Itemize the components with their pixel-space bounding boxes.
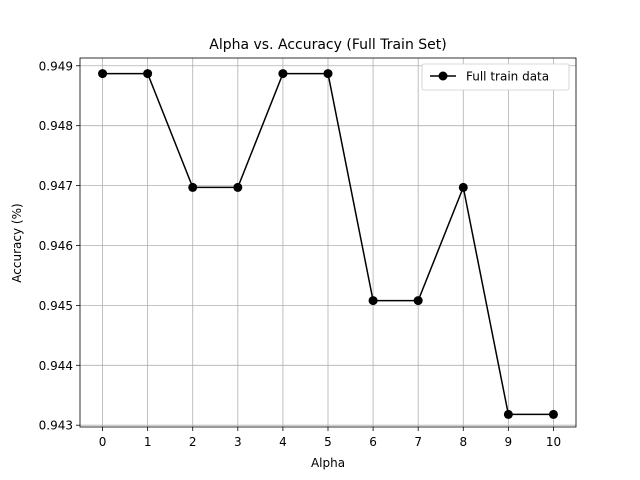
- y-tick-label: 0.943: [39, 419, 73, 433]
- x-tick-label: 6: [369, 435, 377, 449]
- grid: [80, 58, 576, 427]
- x-tick-label: 0: [99, 435, 107, 449]
- series-layer: [98, 69, 558, 419]
- y-tick-label: 0.945: [39, 299, 73, 313]
- x-tick-label: 5: [324, 435, 332, 449]
- data-point: [143, 69, 153, 79]
- x-tick-label: 8: [459, 435, 467, 449]
- data-point: [458, 182, 468, 192]
- y-tick-label: 0.944: [39, 359, 73, 373]
- legend-marker: [438, 71, 448, 81]
- y-tick-label: 0.946: [39, 239, 73, 253]
- x-tick-label: 2: [189, 435, 197, 449]
- y-axis: 0.943 0.944 0.945 0.946 0.947 0.948 0.949: [39, 59, 80, 433]
- x-tick-label: 1: [144, 435, 152, 449]
- x-axis-label: Alpha: [311, 456, 345, 470]
- x-axis: 0 1 2 3 4 5 6 7 8 9 10: [99, 427, 561, 449]
- data-point: [503, 409, 513, 419]
- data-point: [368, 296, 378, 306]
- data-point: [188, 182, 198, 192]
- chart-title: Alpha vs. Accuracy (Full Train Set): [209, 37, 446, 53]
- legend-box: [421, 63, 570, 91]
- x-tick-label: 4: [279, 435, 287, 449]
- legend: Full train data: [421, 63, 570, 91]
- x-tick-label: 3: [234, 435, 242, 449]
- x-tick-label: 10: [546, 435, 561, 449]
- data-point: [323, 69, 333, 79]
- y-tick-label: 0.948: [39, 119, 73, 133]
- data-point: [413, 296, 423, 306]
- x-tick-label: 9: [505, 435, 513, 449]
- y-tick-label: 0.947: [39, 179, 73, 193]
- data-point: [233, 182, 243, 192]
- y-tick-label: 0.949: [39, 59, 73, 73]
- data-point: [548, 409, 558, 419]
- data-point: [98, 69, 108, 79]
- x-tick-label: 7: [414, 435, 422, 449]
- y-axis-label: Accuracy (%): [10, 203, 24, 282]
- legend-label: Full train data: [466, 70, 549, 84]
- data-point: [278, 69, 288, 79]
